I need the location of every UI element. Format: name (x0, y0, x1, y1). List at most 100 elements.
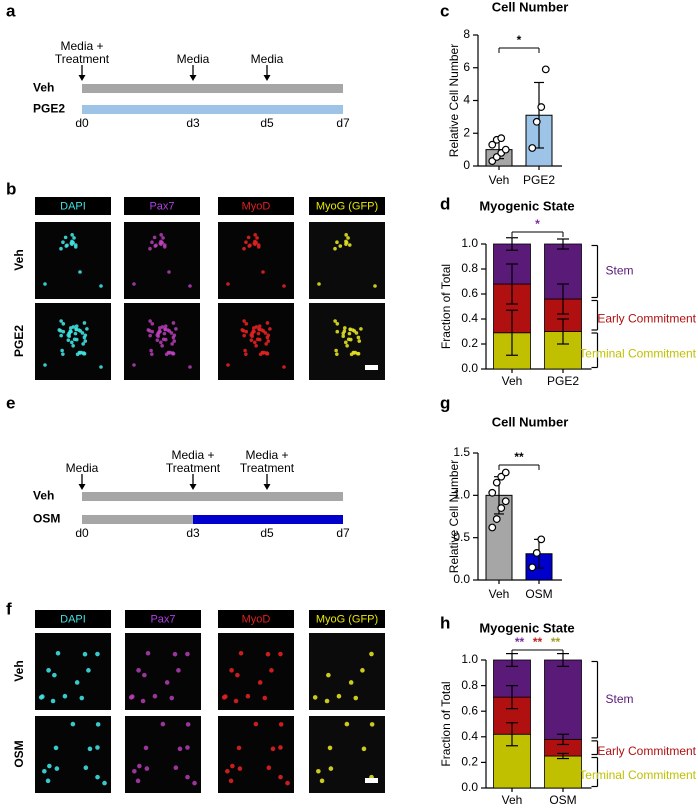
x-tick-label: PGE2 (523, 173, 555, 187)
arrow-head (189, 75, 197, 81)
micrograph (35, 633, 111, 710)
cell-dot (192, 780, 197, 786)
condition-label: OSM (33, 512, 60, 526)
micrograph (125, 633, 201, 710)
cell-dot (262, 695, 268, 701)
channel-header: MyoD (242, 613, 271, 625)
cell-dot (326, 672, 331, 678)
cell-dot (347, 243, 352, 247)
cell-dot (278, 774, 283, 780)
cell-dot (102, 780, 107, 786)
cell-dot (233, 698, 239, 704)
cell-dot (174, 327, 178, 331)
channel-header-bg (125, 610, 201, 628)
cell-dot (173, 765, 179, 771)
significance-label: * (517, 33, 522, 47)
x-tick-label: PGE2 (547, 374, 579, 388)
cell-dot (81, 342, 85, 346)
cell-dot (60, 348, 64, 353)
cell-dot (86, 668, 91, 673)
cell-dot (95, 651, 100, 657)
arrow-head (78, 75, 86, 81)
cell-dot (73, 331, 78, 336)
cell-dot (348, 680, 354, 685)
cell-dot (185, 722, 191, 727)
panel-letter: g (440, 393, 450, 412)
cell-dot (229, 668, 234, 673)
significance-label: * (535, 217, 540, 231)
event-label: Media (177, 52, 210, 66)
cell-dot (230, 763, 235, 769)
cell-dot (43, 363, 47, 367)
cell-dot (177, 746, 183, 752)
timeline-bar (82, 105, 343, 114)
cell-dot (261, 329, 266, 333)
cell-dot (355, 351, 360, 356)
cell-dot (70, 721, 76, 727)
cell-dot (373, 284, 377, 288)
y-tick-label: 2 (463, 125, 470, 139)
cell-dot (253, 721, 259, 727)
cell-dot (257, 327, 262, 332)
cell-dot (161, 236, 165, 240)
cell-dot (252, 340, 257, 345)
cell-dot (242, 246, 246, 251)
cell-dot (344, 242, 348, 246)
cell-dot (99, 365, 103, 369)
significance-label: ** (533, 635, 543, 649)
cell-dot (74, 680, 80, 685)
y-tick-label: 4 (463, 93, 470, 107)
channel-header: MyoG (GFP) (316, 200, 378, 212)
data-point (488, 523, 497, 532)
y-tick-label: 0.4 (461, 729, 478, 743)
x-tick-label: Veh (502, 374, 523, 388)
cell-dot (160, 344, 164, 348)
cell-dot (223, 694, 228, 699)
cell-dot (46, 668, 51, 673)
cell-dot (238, 650, 244, 656)
cell-dot (264, 342, 268, 346)
cell-dot (154, 243, 158, 248)
channel-header-bg (218, 610, 294, 628)
x-tick-label: Veh (489, 587, 510, 601)
event-label: Media (66, 461, 99, 475)
cell-dot (40, 694, 45, 699)
condition-label: Veh (33, 81, 54, 95)
cell-dot (236, 745, 242, 751)
cell-dot (225, 768, 230, 774)
cell-dot (246, 235, 251, 240)
cell-dot (53, 745, 59, 751)
cell-dot (335, 322, 340, 326)
cell-dot (143, 745, 149, 751)
event-label: Media + (171, 448, 214, 462)
cell-dot (43, 282, 47, 286)
cell-dot (150, 240, 154, 245)
cell-dot (266, 339, 271, 343)
cell-dot (160, 325, 165, 329)
y-tick-label: 1.0 (461, 652, 478, 666)
cell-dot (249, 333, 254, 337)
x-tick-label: OSM (549, 793, 576, 807)
cell-dot (256, 331, 261, 336)
cell-dot (155, 338, 160, 342)
y-tick-label: 0.0 (453, 572, 470, 586)
timeline-bar (193, 515, 343, 524)
cell-dot (228, 778, 234, 784)
cell-dot (137, 763, 142, 769)
cell-dot (257, 324, 262, 328)
cell-dot (266, 333, 271, 338)
cell-dot (95, 722, 101, 727)
cell-dot (237, 766, 243, 771)
cell-dot (99, 284, 103, 288)
cell-dot (333, 319, 337, 323)
cell-dot (160, 721, 166, 727)
y-tick-label: 6 (463, 60, 470, 74)
cell-dot (335, 329, 340, 334)
cell-dot (149, 348, 153, 353)
channel-header: DAPI (60, 200, 86, 212)
cell-dot (253, 233, 257, 237)
data-point (501, 497, 510, 506)
cell-dot (78, 351, 82, 355)
data-point (532, 117, 541, 126)
